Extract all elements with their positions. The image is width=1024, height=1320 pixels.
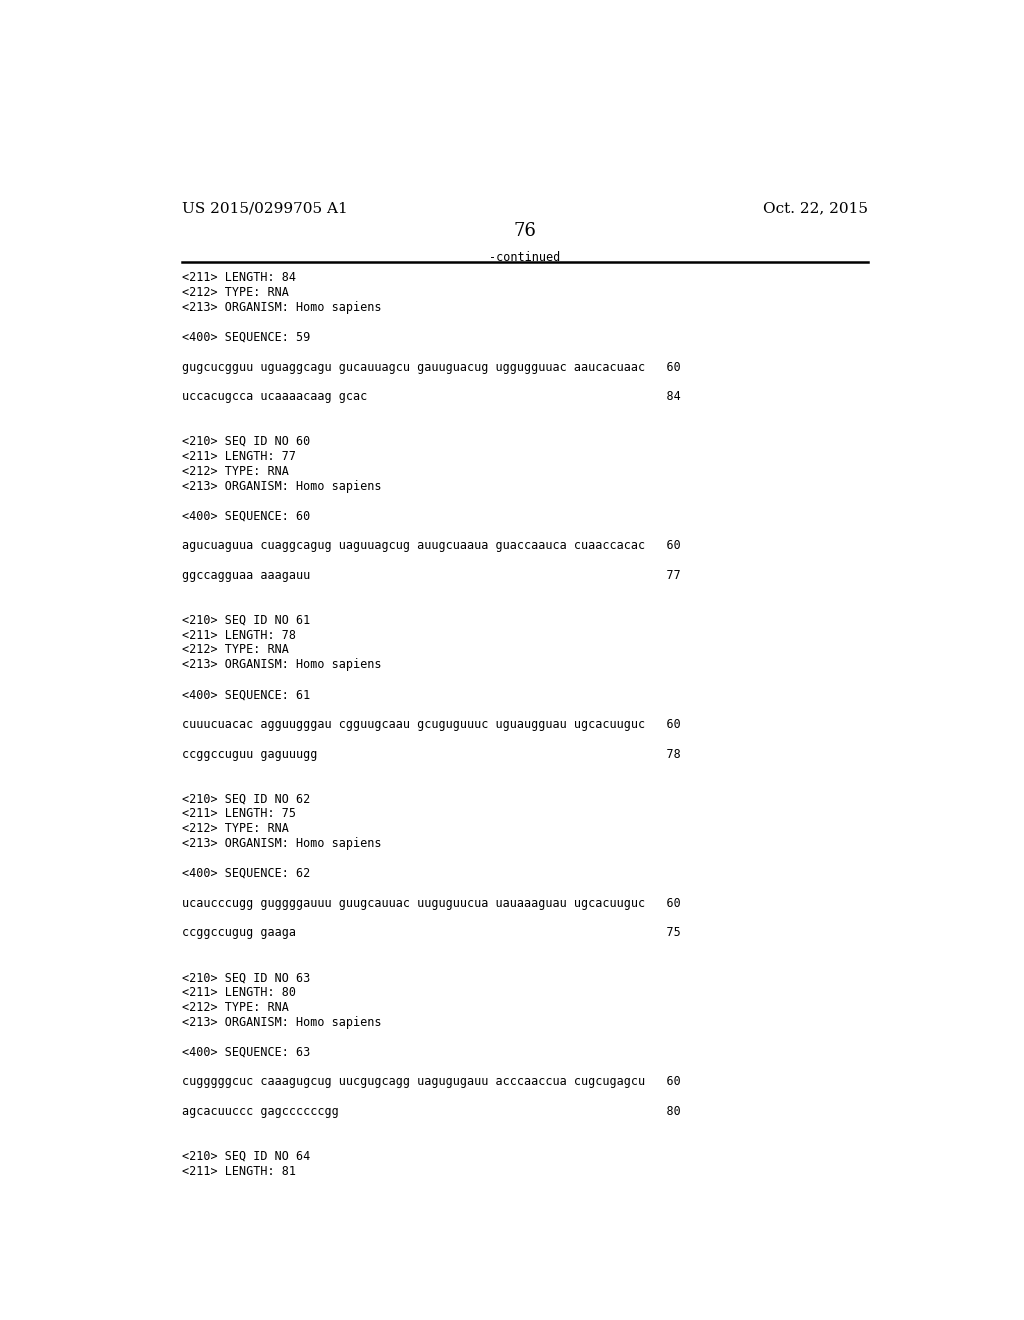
Text: agcacuuccc gagccccccgg                                              80: agcacuuccc gagccccccgg 80 [182, 1105, 681, 1118]
Text: <211> LENGTH: 78: <211> LENGTH: 78 [182, 628, 296, 642]
Text: <210> SEQ ID NO 61: <210> SEQ ID NO 61 [182, 614, 310, 627]
Text: <400> SEQUENCE: 63: <400> SEQUENCE: 63 [182, 1045, 310, 1059]
Text: ccggccugug gaaga                                                    75: ccggccugug gaaga 75 [182, 927, 681, 940]
Text: <212> TYPE: RNA: <212> TYPE: RNA [182, 1001, 289, 1014]
Text: <210> SEQ ID NO 64: <210> SEQ ID NO 64 [182, 1150, 310, 1163]
Text: <212> TYPE: RNA: <212> TYPE: RNA [182, 822, 289, 836]
Text: -continued: -continued [489, 251, 560, 264]
Text: <400> SEQUENCE: 60: <400> SEQUENCE: 60 [182, 510, 310, 523]
Text: <210> SEQ ID NO 60: <210> SEQ ID NO 60 [182, 436, 310, 447]
Text: <211> LENGTH: 81: <211> LENGTH: 81 [182, 1164, 296, 1177]
Text: ggccagguaa aaagauu                                                  77: ggccagguaa aaagauu 77 [182, 569, 681, 582]
Text: <211> LENGTH: 75: <211> LENGTH: 75 [182, 808, 296, 820]
Text: uccacugcca ucaaaacaag gcac                                          84: uccacugcca ucaaaacaag gcac 84 [182, 391, 681, 404]
Text: ucaucccugg guggggauuu guugcauuac uuguguucua uauaaaguau ugcacuuguc   60: ucaucccugg guggggauuu guugcauuac uuguguu… [182, 896, 681, 909]
Text: <213> ORGANISM: Homo sapiens: <213> ORGANISM: Homo sapiens [182, 1015, 382, 1028]
Text: <211> LENGTH: 77: <211> LENGTH: 77 [182, 450, 296, 463]
Text: <210> SEQ ID NO 62: <210> SEQ ID NO 62 [182, 792, 310, 805]
Text: <210> SEQ ID NO 63: <210> SEQ ID NO 63 [182, 972, 310, 985]
Text: 76: 76 [513, 223, 537, 240]
Text: <211> LENGTH: 84: <211> LENGTH: 84 [182, 271, 296, 284]
Text: <213> ORGANISM: Homo sapiens: <213> ORGANISM: Homo sapiens [182, 659, 382, 672]
Text: cugggggcuc caaagugcug uucgugcagg uagugugauu acccaaccua cugcugagcu   60: cugggggcuc caaagugcug uucgugcagg uagugug… [182, 1076, 681, 1088]
Text: <400> SEQUENCE: 62: <400> SEQUENCE: 62 [182, 867, 310, 880]
Text: <213> ORGANISM: Homo sapiens: <213> ORGANISM: Homo sapiens [182, 479, 382, 492]
Text: <213> ORGANISM: Homo sapiens: <213> ORGANISM: Homo sapiens [182, 837, 382, 850]
Text: <211> LENGTH: 80: <211> LENGTH: 80 [182, 986, 296, 999]
Text: <212> TYPE: RNA: <212> TYPE: RNA [182, 465, 289, 478]
Text: agucuaguua cuaggcagug uaguuagcug auugcuaaua guaccaauca cuaaccacac   60: agucuaguua cuaggcagug uaguuagcug auugcua… [182, 540, 681, 552]
Text: US 2015/0299705 A1: US 2015/0299705 A1 [182, 201, 348, 215]
Text: Oct. 22, 2015: Oct. 22, 2015 [763, 201, 867, 215]
Text: <400> SEQUENCE: 61: <400> SEQUENCE: 61 [182, 688, 310, 701]
Text: ccggccuguu gaguuugg                                                 78: ccggccuguu gaguuugg 78 [182, 747, 681, 760]
Text: <212> TYPE: RNA: <212> TYPE: RNA [182, 643, 289, 656]
Text: <213> ORGANISM: Homo sapiens: <213> ORGANISM: Homo sapiens [182, 301, 382, 314]
Text: <212> TYPE: RNA: <212> TYPE: RNA [182, 286, 289, 300]
Text: gugcucgguu uguaggcagu gucauuagcu gauuguacug uggugguuac aaucacuaac   60: gugcucgguu uguaggcagu gucauuagcu gauugua… [182, 360, 681, 374]
Text: cuuucuacac agguugggau cgguugcaau gcuguguuuc uguaugguau ugcacuuguc   60: cuuucuacac agguugggau cgguugcaau gcugugu… [182, 718, 681, 731]
Text: <400> SEQUENCE: 59: <400> SEQUENCE: 59 [182, 331, 310, 343]
